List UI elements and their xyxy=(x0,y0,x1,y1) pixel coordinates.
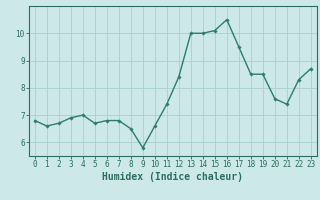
X-axis label: Humidex (Indice chaleur): Humidex (Indice chaleur) xyxy=(102,172,243,182)
